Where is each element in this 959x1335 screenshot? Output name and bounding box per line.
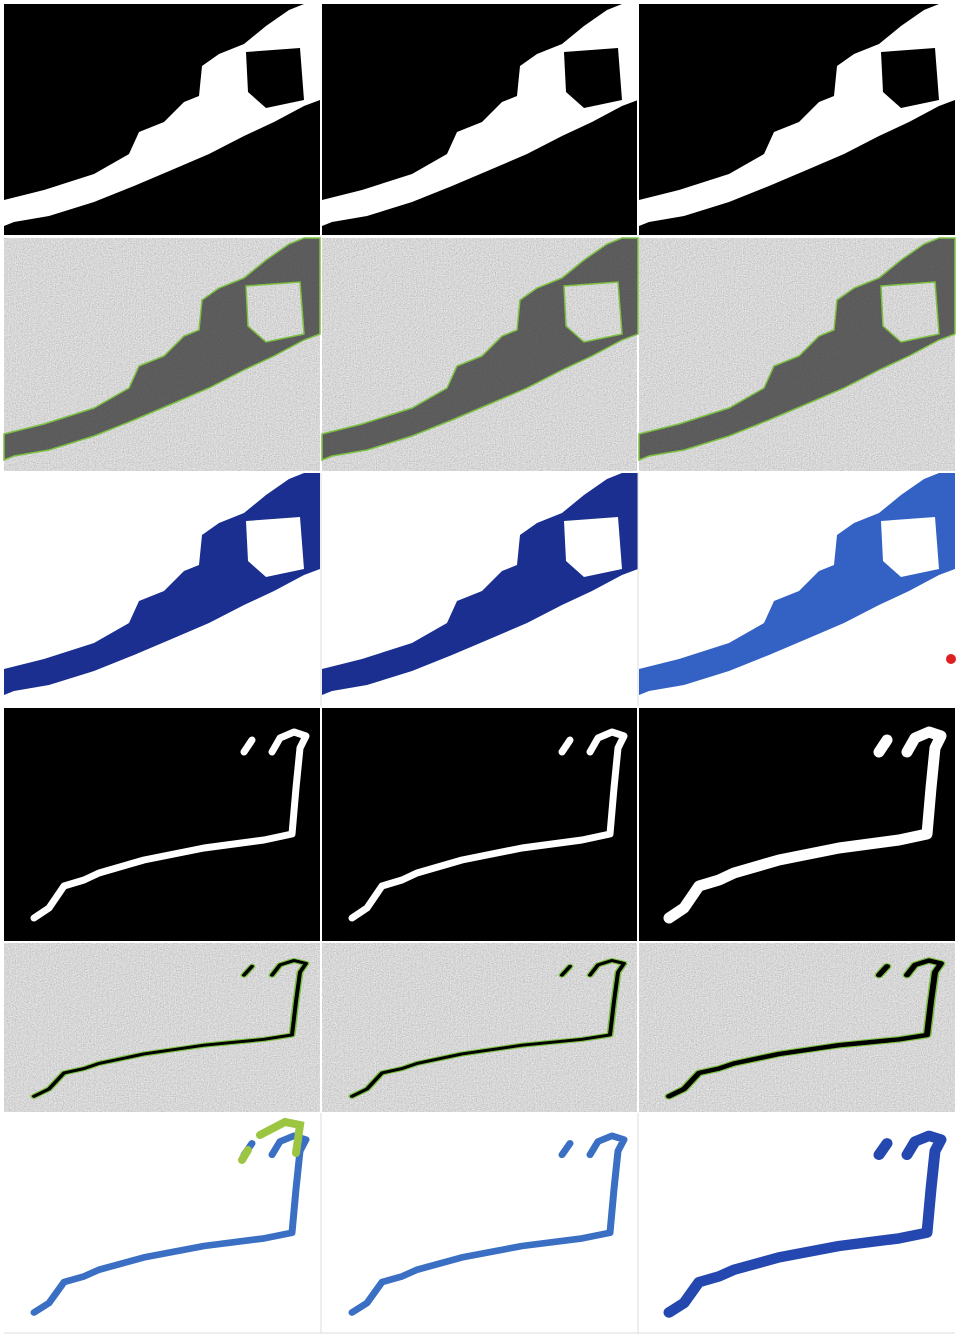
class-region: [4, 473, 320, 695]
row-3: [4, 473, 956, 706]
row-5: [4, 943, 955, 1112]
row-6: [4, 1113, 955, 1333]
class-region: [322, 473, 638, 695]
row-2: [4, 238, 955, 471]
class-spot: [946, 654, 956, 664]
page: [0, 0, 959, 1335]
image-grid: [0, 0, 959, 1335]
channel-class: [34, 1136, 306, 1313]
row-4: [4, 708, 955, 941]
class-region: [639, 473, 955, 695]
row-1: [4, 4, 955, 235]
channel-class: [352, 1136, 624, 1313]
channel-class: [669, 1136, 941, 1313]
